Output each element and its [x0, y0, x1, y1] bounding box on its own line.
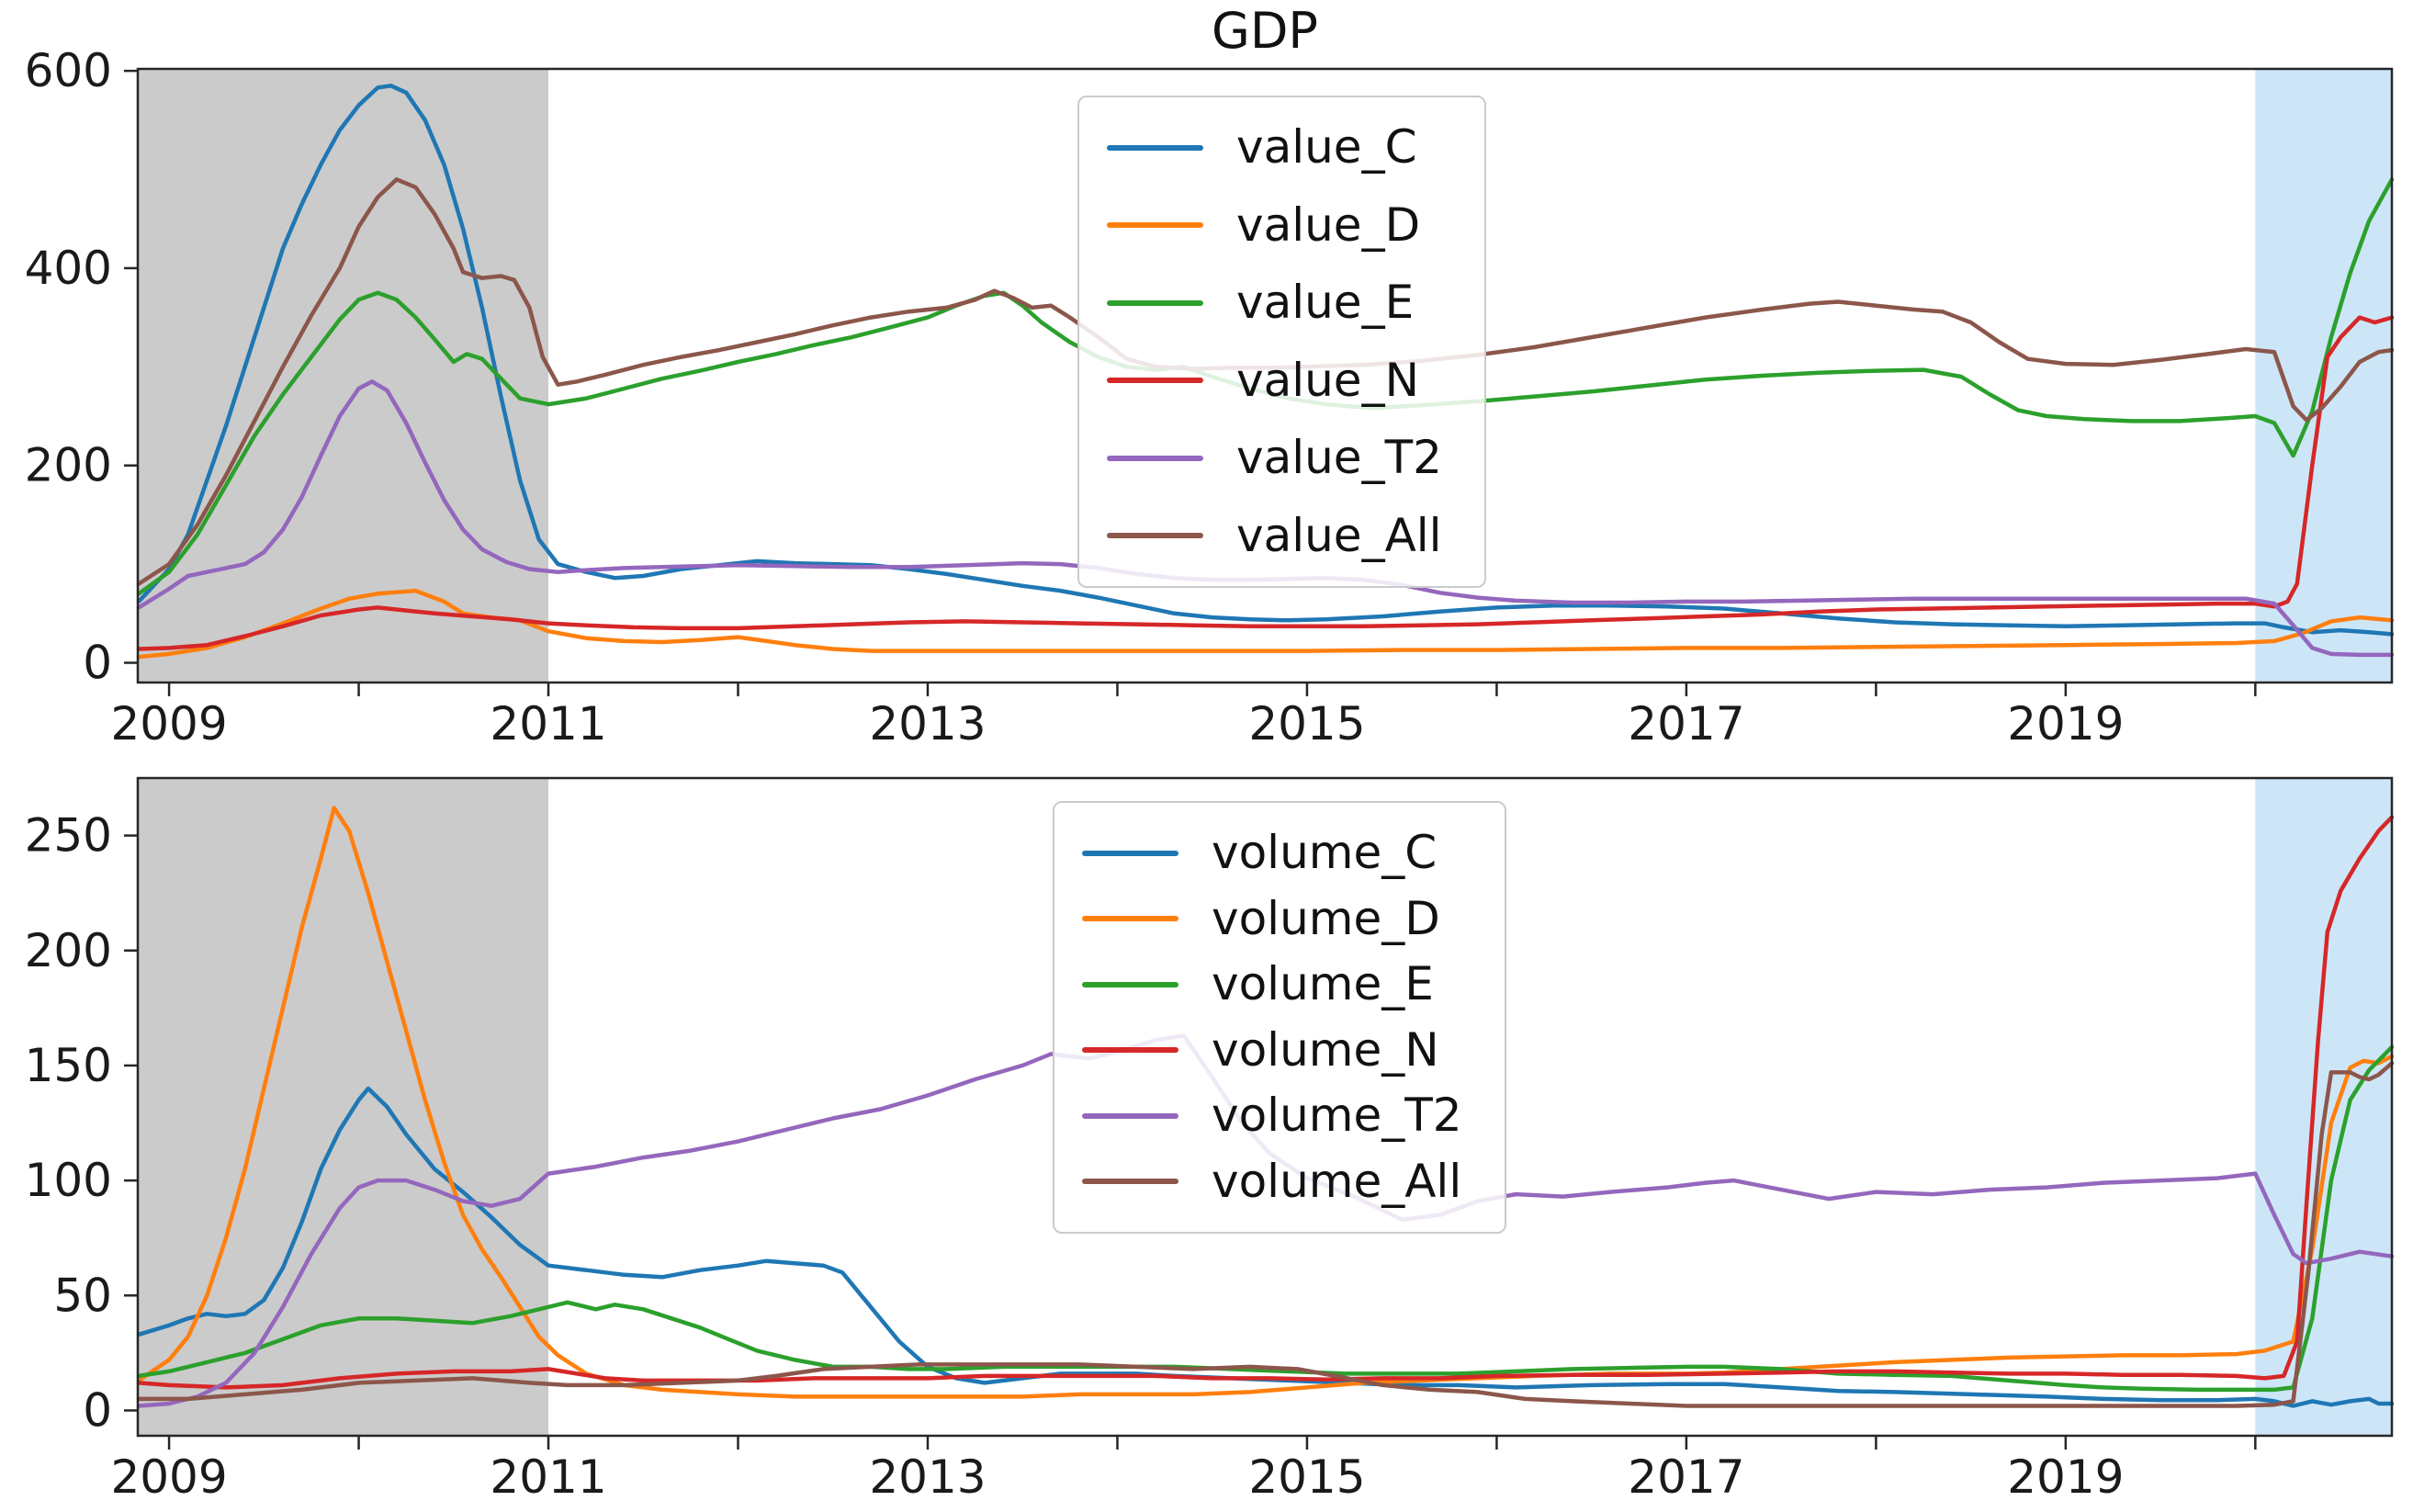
x-tick-label: 2009: [110, 1450, 227, 1504]
y-tick-label: 150: [25, 1039, 112, 1092]
legend-line-swatch-volume_N: [1082, 1047, 1178, 1054]
x-tick-label: 2015: [1248, 697, 1365, 750]
legend-line-swatch-volume_All: [1082, 1179, 1178, 1185]
x-tick-label: 2019: [2007, 1450, 2124, 1504]
y-tick-label: 200: [25, 439, 112, 492]
series-line-volume_N: [136, 815, 2395, 1390]
legend-item: value_T2: [1107, 431, 1442, 485]
gray-shaded-region: [138, 778, 549, 1436]
legend-item: volume_All: [1082, 1154, 1462, 1209]
series-line-volume_All: [136, 1061, 2395, 1408]
legend-label: volume_All: [1212, 1154, 1462, 1208]
x-axis: 2009 2011 2013 2015 2017 2019: [110, 683, 2257, 750]
x-axis: 2009 2011 2013 2015 2017 2019: [110, 1436, 2257, 1504]
y-tick-label: 100: [25, 1154, 112, 1207]
legend-item: volume_T2: [1082, 1089, 1462, 1143]
legend-label: value_All: [1236, 508, 1442, 562]
legend-item: volume_D: [1082, 891, 1462, 946]
x-tick-label: 2013: [869, 1450, 986, 1504]
y-axis: 0 50 100 150 200 250: [25, 809, 138, 1437]
legend-label: volume_C: [1212, 826, 1438, 879]
legend-label: value_D: [1236, 197, 1421, 252]
legend-label: value_C: [1236, 120, 1417, 174]
x-tick-label: 2019: [2007, 697, 2124, 750]
x-tick-label: 2011: [490, 1450, 606, 1504]
legend-line-swatch-value_All: [1107, 533, 1203, 539]
y-axis: 0 200 400 600: [25, 44, 138, 690]
legend-item: volume_E: [1082, 957, 1462, 1011]
x-tick-label: 2017: [1628, 697, 1744, 750]
legend-label: volume_T2: [1212, 1089, 1462, 1142]
legend-label: volume_N: [1212, 1022, 1439, 1077]
chart-title: GDP: [1212, 2, 1318, 60]
legend-item: value_D: [1107, 197, 1442, 253]
legend-line-swatch-volume_T2: [1082, 1112, 1178, 1119]
legend-line-swatch-value_C: [1107, 144, 1203, 151]
y-tick-label: 600: [25, 44, 112, 97]
series-line-value_D: [136, 588, 2395, 660]
legend-item: volume_N: [1082, 1022, 1462, 1078]
legend-item: volume_C: [1082, 826, 1462, 880]
y-tick-label: 0: [83, 637, 112, 690]
legend-line-swatch-value_N: [1107, 378, 1203, 384]
legend-item: value_N: [1107, 353, 1442, 408]
legend-label: volume_D: [1212, 891, 1440, 945]
series-line-value_All: [136, 177, 2395, 586]
x-tick-label: 2009: [110, 697, 227, 750]
blue-shaded-region: [2255, 778, 2392, 1436]
x-tick-label: 2013: [869, 697, 986, 750]
y-tick-label: 50: [53, 1269, 112, 1322]
legend-label: value_N: [1236, 353, 1419, 407]
legend-item: value_All: [1107, 508, 1442, 563]
series-line-value_C: [136, 84, 2395, 637]
subplot-0: 2009 2011 2013 2015 2017 2019 0 200 400 600: [25, 44, 2395, 750]
x-tick-label: 2011: [490, 697, 606, 750]
legend-label: volume_E: [1212, 957, 1434, 1010]
legend-item: value_C: [1107, 120, 1442, 175]
legend-label: value_E: [1236, 276, 1415, 329]
y-tick-label: 0: [83, 1383, 112, 1437]
legend-line-swatch-volume_D: [1082, 916, 1178, 922]
y-tick-label: 250: [25, 809, 112, 863]
legend-line-swatch-value_D: [1107, 222, 1203, 229]
x-tick-label: 2017: [1628, 1450, 1744, 1504]
x-tick-label: 2015: [1248, 1450, 1365, 1504]
series-line-volume_D: [136, 806, 2395, 1399]
subplot-1: 2009 2011 2013 2015 2017 2019 0 50 100 150 200 250: [25, 776, 2395, 1504]
axes-spines: [136, 67, 2394, 684]
series-line-value_N: [136, 315, 2395, 651]
legend-line-swatch-value_T2: [1107, 455, 1203, 461]
y-tick-label: 400: [25, 242, 112, 295]
series-line-value_T2: [136, 379, 2395, 658]
legend-line-swatch-volume_E: [1082, 981, 1178, 987]
legend-label: value_T2: [1236, 431, 1442, 484]
legend-volume: volume_C volume_D volume_E volume_N volume_T…: [1053, 801, 1506, 1234]
axes-spines: [136, 776, 2394, 1438]
legend-line-swatch-volume_C: [1082, 850, 1178, 856]
legend-item: value_E: [1107, 276, 1442, 330]
y-tick-label: 200: [25, 924, 112, 977]
gray-shaded-region: [138, 69, 549, 683]
legend-line-swatch-value_E: [1107, 299, 1203, 306]
